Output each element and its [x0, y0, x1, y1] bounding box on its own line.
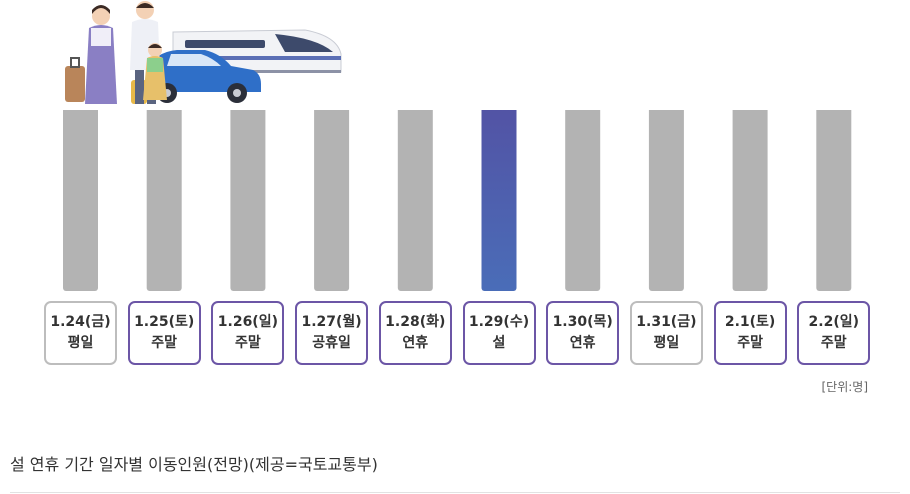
car-icon [147, 50, 261, 103]
category-date: 1.26(일) [217, 314, 278, 330]
category-box-7: 1.31(금) 평일 [629, 301, 703, 365]
bar-8 [732, 110, 768, 291]
category-day-type: 주말 [235, 335, 261, 351]
bar-6 [565, 110, 601, 291]
category-box-9: 2.2(일) 주말 [797, 301, 871, 365]
category-day-type: 평일 [653, 335, 680, 351]
category-date: 1.25(토) [134, 314, 195, 330]
category-box-8: 2.1(토) 주말 [713, 301, 787, 365]
bar-5 [481, 110, 517, 291]
category-date: 2.2(일) [808, 314, 860, 330]
figure-caption: 설 연휴 기간 일자별 이동인원(전망)(제공=국토교통부) [10, 455, 378, 474]
category-box-0: 1.24(금) 평일 [44, 301, 117, 365]
category-date: 1.31(금) [636, 314, 697, 330]
unit-note: [단위:명] [821, 380, 868, 394]
person-icon [85, 5, 117, 104]
bar-2 [230, 110, 266, 291]
category-day-type: 연휴 [402, 335, 429, 351]
category-date: 1.24(금) [50, 314, 111, 330]
category-day-type: 주말 [820, 335, 847, 351]
category-box-2: 1.26(일) 주말 [211, 301, 285, 365]
travel-illustration [65, 1, 342, 104]
category-day-type: 공휴일 [312, 335, 351, 351]
category-date: 1.29(수) [468, 314, 530, 330]
bar-3 [314, 110, 350, 291]
category-day-type: 주말 [151, 335, 178, 351]
divider [10, 492, 900, 493]
category-date: 1.30(목) [552, 314, 613, 330]
category-date: 1.28(화) [385, 314, 446, 330]
category-box-5: 1.29(수) 설 [462, 301, 536, 365]
category-date: 1.27(월) [301, 314, 362, 330]
bar-0 [63, 110, 98, 291]
category-day-type: 평일 [67, 335, 94, 351]
category-box-1: 1.25(토) 주말 [127, 301, 201, 365]
bar-4 [397, 110, 433, 291]
category-day-type: 주말 [737, 335, 763, 351]
person-icon [143, 43, 167, 100]
bar-chart: 547만493만425만471만482만601만507만516만457만388만 [63, 110, 852, 291]
category-box-4: 1.28(화) 연휴 [378, 301, 452, 365]
category-date: 2.1(토) [724, 314, 776, 330]
bar-9 [816, 110, 852, 291]
bar-1 [146, 110, 182, 291]
category-box-3: 1.27(월) 공휴일 [295, 301, 369, 365]
category-day-type: 연휴 [569, 335, 596, 351]
category-box-6: 1.30(목) 연휴 [546, 301, 620, 365]
category-day-type: 설 [492, 335, 506, 351]
bar-7 [648, 110, 684, 291]
